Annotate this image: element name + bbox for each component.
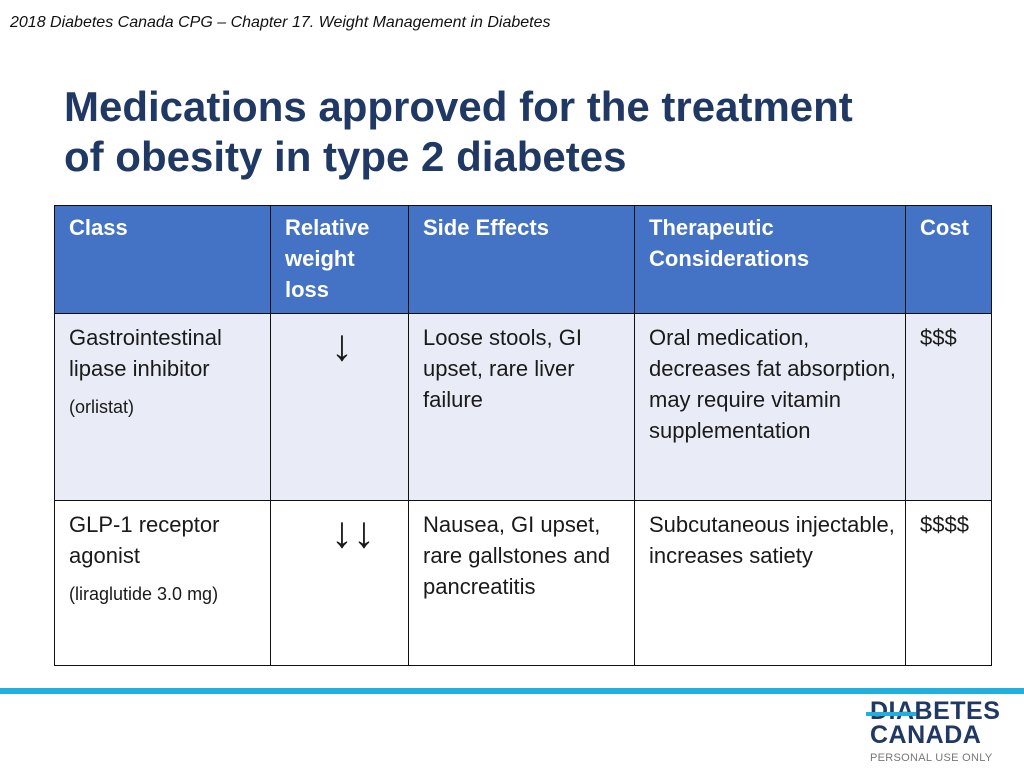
header-note: 2018 Diabetes Canada CPG – Chapter 17. W… xyxy=(10,14,551,31)
cell-class: Gastrointestinal lipase inhibitor (orlis… xyxy=(54,313,271,501)
table-row: GLP-1 receptor agonist (liraglutide 3.0 … xyxy=(54,500,992,666)
title-line-2: of obesity in type 2 diabetes xyxy=(64,133,627,180)
diabetes-canada-logo: DIABETES CANADA PERSONAL USE ONLY xyxy=(866,697,1005,764)
cell-side-effects: Nausea, GI upset, rare gallstones and pa… xyxy=(408,500,635,666)
table-header-row: Class Relative weight loss Side Effects … xyxy=(54,205,992,314)
logo-tagline: PERSONAL USE ONLY xyxy=(870,752,993,764)
cell-cost: $$$$ xyxy=(905,500,992,666)
cell-weight-loss: ↓ xyxy=(270,313,409,501)
accent-rule xyxy=(0,688,1024,694)
cell-considerations: Oral medication, decreases fat absorptio… xyxy=(634,313,906,501)
title-line-1: Medications approved for the treatment xyxy=(64,83,853,130)
down-arrow-icon: ↓ xyxy=(331,321,353,370)
medications-table: Class Relative weight loss Side Effects … xyxy=(54,205,992,666)
logo-line-1: DIABETES xyxy=(870,697,1001,725)
cell-considerations: Subcutaneous injectable, increases satie… xyxy=(634,500,906,666)
drug-name: (orlistat) xyxy=(69,397,135,417)
header-side-effects: Side Effects xyxy=(408,205,635,314)
logo-line-2: CANADA xyxy=(870,721,982,749)
header-relative-weight-loss: Relative weight loss xyxy=(270,205,409,314)
class-name: Gastrointestinal lipase inhibitor xyxy=(69,325,222,381)
cell-side-effects: Loose stools, GI upset, rare liver failu… xyxy=(408,313,635,501)
header-class: Class xyxy=(54,205,271,314)
drug-name: (liraglutide 3.0 mg) xyxy=(69,584,219,604)
header-cost: Cost xyxy=(905,205,992,314)
cell-weight-loss: ↓↓ xyxy=(270,500,409,666)
cell-class: GLP-1 receptor agonist (liraglutide 3.0 … xyxy=(54,500,271,666)
cell-cost: $$$ xyxy=(905,313,992,501)
double-down-arrow-icon: ↓↓ xyxy=(331,508,375,557)
table-row: Gastrointestinal lipase inhibitor (orlis… xyxy=(54,313,992,501)
page-title: Medications approved for the treatment o… xyxy=(64,82,964,182)
class-name: GLP-1 receptor agonist xyxy=(69,512,220,568)
header-therapeutic-considerations: Therapeutic Considerations xyxy=(634,205,906,314)
logo-bar xyxy=(866,712,916,716)
